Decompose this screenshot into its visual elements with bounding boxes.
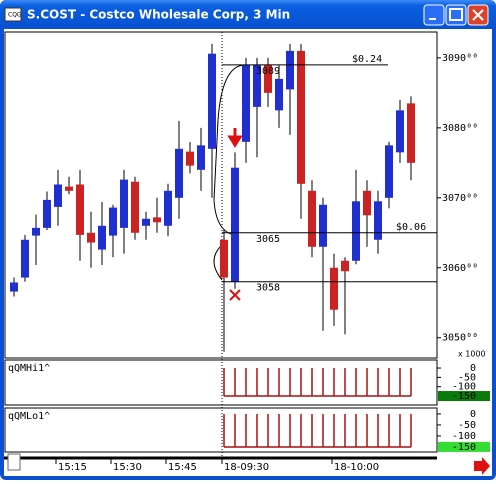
y-tick-label: 3070⁰⁰ <box>442 193 478 204</box>
panel-tick-label: 0 <box>470 409 476 420</box>
candle-body <box>330 267 338 310</box>
range-bracket-small <box>213 244 223 281</box>
candle-body <box>120 179 128 228</box>
candle-body <box>109 207 117 236</box>
y-tick-label: 3090⁰⁰ <box>442 53 478 64</box>
level-label: 3089 <box>256 66 280 77</box>
candle-body <box>153 217 161 223</box>
candle-body <box>319 204 327 247</box>
candle-body <box>65 186 73 191</box>
close-button[interactable] <box>467 4 489 26</box>
candle-body <box>98 225 106 250</box>
x-tick-label: 18-10:00 <box>334 462 379 473</box>
candle-body <box>396 110 404 153</box>
candle-body <box>407 103 415 163</box>
candle-body <box>363 190 371 216</box>
candle-body <box>87 232 95 243</box>
scroll-thumb[interactable] <box>7 453 21 471</box>
panel-current-label: -150 <box>452 442 476 453</box>
x-tick-label: 18-09:30 <box>224 462 269 473</box>
y-tick-label: 3050⁰⁰ <box>442 333 478 344</box>
candle-body <box>197 145 205 170</box>
candle-body <box>275 78 283 111</box>
panel-current-box <box>438 391 490 402</box>
panel-tick-label: -50 <box>458 372 476 383</box>
x-tick-label: 15:15 <box>58 462 87 473</box>
y-tick-label: 3080⁰⁰ <box>442 123 478 134</box>
panel-current-box <box>438 441 490 452</box>
candle-body <box>76 184 84 235</box>
candle-body <box>242 64 250 142</box>
panel-tick-label: -50 <box>458 420 476 431</box>
candle-body <box>164 190 172 226</box>
title-bar <box>0 0 496 29</box>
minimize-button[interactable] <box>423 4 445 26</box>
app-icon <box>4 7 22 22</box>
window-title: S.COST - Costco Wholesale Corp, 3 Min <box>27 8 290 22</box>
candle-body <box>385 145 393 198</box>
candle-body <box>10 282 18 292</box>
candle-body <box>264 64 272 93</box>
candle-body <box>220 239 228 278</box>
y-unit: x 1000 <box>458 350 486 359</box>
x-tick-label: 15:45 <box>168 462 197 473</box>
candle-body <box>308 190 316 247</box>
candle-body <box>286 50 294 90</box>
candle-body <box>208 53 216 149</box>
candle-body <box>54 184 62 207</box>
candle-body <box>253 64 261 107</box>
panel-tick-label: -100 <box>452 431 476 442</box>
candle-body <box>175 148 183 198</box>
candle-body <box>297 50 305 184</box>
candle-body <box>186 151 194 166</box>
level-label: 3065 <box>256 234 280 245</box>
candle-body <box>374 201 382 240</box>
panel-1-plot <box>4 359 438 406</box>
candle-body <box>32 227 40 236</box>
panel-title: qQMLo1^ <box>8 411 50 422</box>
panel-current-label: -150 <box>452 391 476 402</box>
panel-tick-label: -100 <box>452 382 476 393</box>
maximize-button[interactable] <box>445 4 467 26</box>
scroll-right-arrow[interactable] <box>474 457 490 475</box>
level-label: 3058 <box>256 283 280 294</box>
panel-2-plot <box>4 407 438 453</box>
x-tick-label: 15:30 <box>113 462 142 473</box>
candle-body <box>21 239 29 278</box>
y-tick-label: 3060⁰⁰ <box>442 263 478 274</box>
candle-body <box>131 181 139 233</box>
candle-body <box>341 260 349 272</box>
level-change: $0.06 <box>396 222 426 233</box>
signal-arrow <box>227 128 243 148</box>
candle-body <box>352 201 360 261</box>
level-change: $0.24 <box>352 54 382 65</box>
panel-tick-label: 0 <box>470 363 476 374</box>
candle-body <box>231 167 239 282</box>
candle-body <box>43 199 51 228</box>
app-icon-glyph: CQG <box>8 12 22 19</box>
price-plot <box>4 31 438 359</box>
signal-cross <box>229 289 241 301</box>
candle-body <box>142 218 150 226</box>
panel-title: qQMHi1^ <box>8 363 50 374</box>
